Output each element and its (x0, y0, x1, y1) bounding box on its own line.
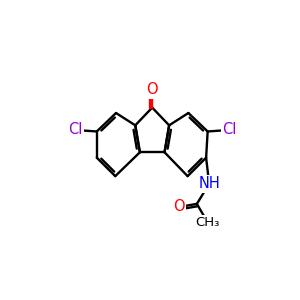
Text: O: O (146, 82, 158, 98)
Text: Cl: Cl (222, 122, 236, 137)
Text: CH₃: CH₃ (196, 216, 220, 229)
Text: Cl: Cl (68, 122, 83, 137)
Text: O: O (173, 200, 185, 214)
Text: NH: NH (198, 176, 220, 191)
